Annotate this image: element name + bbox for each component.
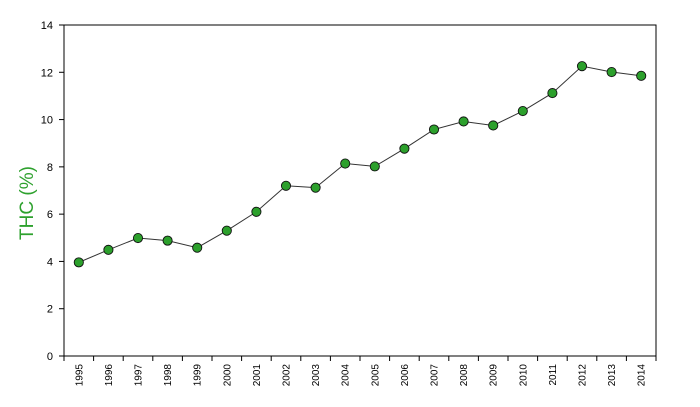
- data-point: [458, 116, 469, 127]
- data-point: [340, 158, 351, 169]
- y-tick-label: 14: [41, 20, 53, 32]
- data-point: [399, 143, 410, 154]
- y-axis-ticks: 0 2 4 6 8 10 12 14: [41, 20, 64, 363]
- data-point: [280, 180, 292, 191]
- x-tick-label: 2007: [430, 364, 441, 387]
- plot-area: [63, 24, 657, 357]
- data-point: [428, 124, 440, 135]
- x-tick-label: 2010: [518, 364, 529, 387]
- data-point: [103, 244, 114, 255]
- x-tick-label: 2009: [489, 364, 500, 387]
- data-point: [488, 120, 499, 131]
- x-tick-label: 2013: [607, 364, 618, 387]
- y-tick-label: 6: [47, 209, 53, 221]
- data-point: [547, 88, 558, 99]
- data-point: [73, 257, 84, 268]
- data-point: [310, 182, 321, 193]
- x-tick-label: 2000: [222, 364, 233, 387]
- y-tick-label: 10: [41, 115, 53, 127]
- x-tick-label: 1998: [163, 364, 174, 387]
- series-layer: [73, 61, 647, 268]
- data-point: [576, 61, 588, 72]
- data-point: [369, 161, 380, 172]
- y-tick-label: 0: [47, 351, 53, 363]
- y-axis-label: THC (%): [17, 166, 38, 240]
- data-point: [251, 206, 262, 217]
- x-tick-label: 2014: [637, 364, 648, 387]
- data-point: [192, 242, 203, 253]
- y-tick-label: 4: [47, 256, 53, 268]
- x-tick-label: 1996: [104, 364, 115, 387]
- x-tick-label: 2006: [400, 364, 411, 387]
- data-point: [636, 70, 647, 81]
- x-tick-label: 2004: [341, 364, 352, 387]
- x-tick-label: 1999: [193, 364, 204, 387]
- data-point: [517, 106, 528, 117]
- x-tick-label: 1995: [74, 364, 85, 387]
- data-point: [221, 225, 232, 236]
- y-tick-label: 12: [41, 67, 53, 79]
- x-tick-label: 2012: [578, 364, 589, 387]
- x-tick-label: 2001: [252, 364, 263, 387]
- x-tick-label: 2011: [548, 364, 559, 386]
- data-point: [162, 235, 173, 246]
- x-tick-label: 2003: [311, 364, 322, 387]
- data-point: [132, 232, 144, 244]
- x-tick-label: 2008: [459, 364, 470, 387]
- x-axis-ticks: 1995 1996 1997 1998 1999 2000 2001 2002 2003 2004…: [63, 356, 657, 387]
- y-tick-label: 8: [47, 162, 53, 174]
- x-tick-label: 2002: [282, 364, 293, 387]
- series-line: [78, 65, 642, 263]
- data-point: [606, 66, 617, 78]
- x-tick-label: 2005: [370, 364, 381, 387]
- plot-frame: [63, 24, 657, 357]
- y-tick-label: 2: [47, 304, 53, 316]
- x-tick-label: 1997: [134, 364, 145, 387]
